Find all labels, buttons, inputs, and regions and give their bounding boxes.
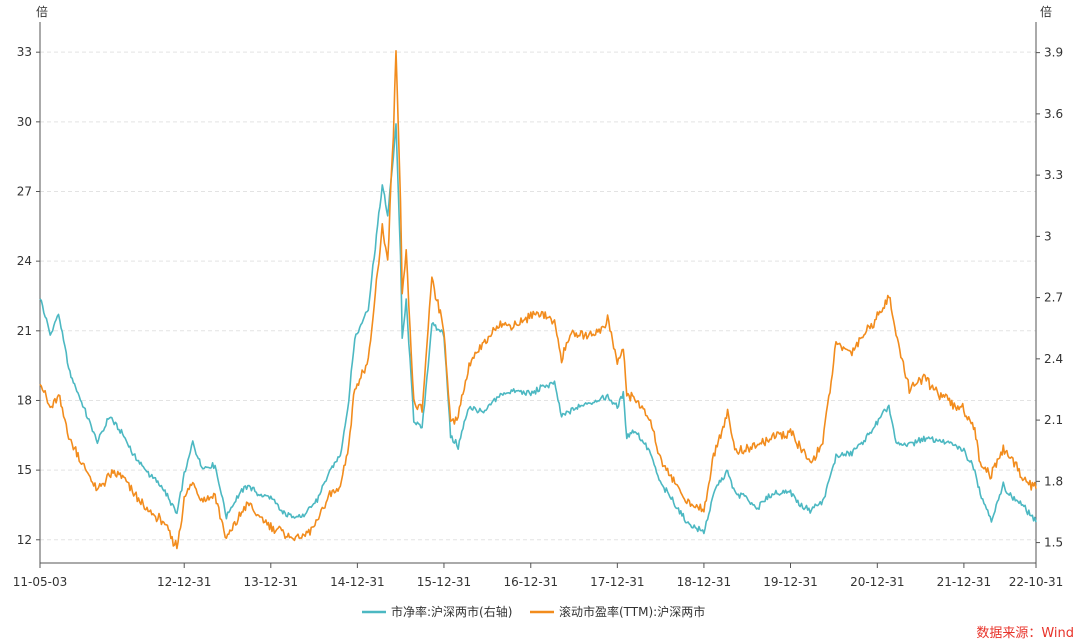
left-tick-label: 12	[17, 533, 32, 547]
x-tick-label: 20-12-31	[850, 575, 904, 589]
left-tick-label: 21	[17, 324, 32, 338]
x-tick-label: 17-12-31	[590, 575, 644, 589]
right-tick-label: 3.6	[1044, 107, 1063, 121]
left-axis-ticks: 12 15 18 21 24 27 30 33	[17, 45, 40, 547]
x-tick-label: 11-05-03	[13, 575, 67, 589]
series-line-1	[39, 50, 1037, 550]
series-line-0	[39, 123, 1037, 535]
x-tick-label: 15-12-31	[417, 575, 471, 589]
right-tick-label: 2.7	[1044, 291, 1063, 305]
right-tick-label: 3.9	[1044, 46, 1063, 60]
x-axis-ticks: 11-05-03 12-12-31 13-12-31 14-12-31 15-12-31…	[13, 563, 1063, 589]
right-tick-label: 1.5	[1044, 536, 1063, 550]
x-tick-label: 14-12-31	[330, 575, 384, 589]
x-tick-label: 12-12-31	[157, 575, 211, 589]
x-tick-label: 22-10-31	[1009, 575, 1063, 589]
left-tick-label: 18	[17, 393, 32, 407]
left-tick-label: 33	[17, 45, 32, 59]
left-tick-label: 27	[17, 184, 32, 198]
right-tick-label: 1.8	[1044, 474, 1063, 488]
left-tick-label: 24	[17, 254, 32, 268]
source-note: 数据来源：Wind	[976, 626, 1074, 641]
left-tick-label: 30	[17, 115, 32, 129]
x-tick-label: 21-12-31	[937, 575, 991, 589]
x-tick-label: 18-12-31	[677, 575, 731, 589]
right-axis-ticks: 1.5 1.8 2.1 2.4 2.7 3 3.3 3.6 3.9	[1036, 46, 1063, 550]
right-tick-label: 2.1	[1044, 413, 1063, 427]
right-axis-unit: 倍	[1040, 4, 1052, 19]
axes	[39, 22, 1037, 564]
left-tick-label: 15	[17, 463, 32, 477]
right-tick-label: 3.3	[1044, 168, 1063, 182]
right-tick-label: 3	[1044, 229, 1052, 243]
x-tick-label: 13-12-31	[244, 575, 298, 589]
legend: 市净率:沪深两市(右轴) 滚动市盈率(TTM):沪深两市	[362, 604, 705, 619]
x-tick-label: 19-12-31	[763, 575, 817, 589]
grid	[40, 51, 1036, 541]
legend-label: 市净率:沪深两市(右轴)	[391, 604, 512, 619]
right-tick-label: 2.4	[1044, 352, 1063, 366]
left-axis-unit: 倍	[36, 4, 48, 19]
series-group	[39, 50, 1037, 550]
x-tick-label: 16-12-31	[504, 575, 558, 589]
legend-label: 滚动市盈率(TTM):沪深两市	[559, 604, 705, 619]
